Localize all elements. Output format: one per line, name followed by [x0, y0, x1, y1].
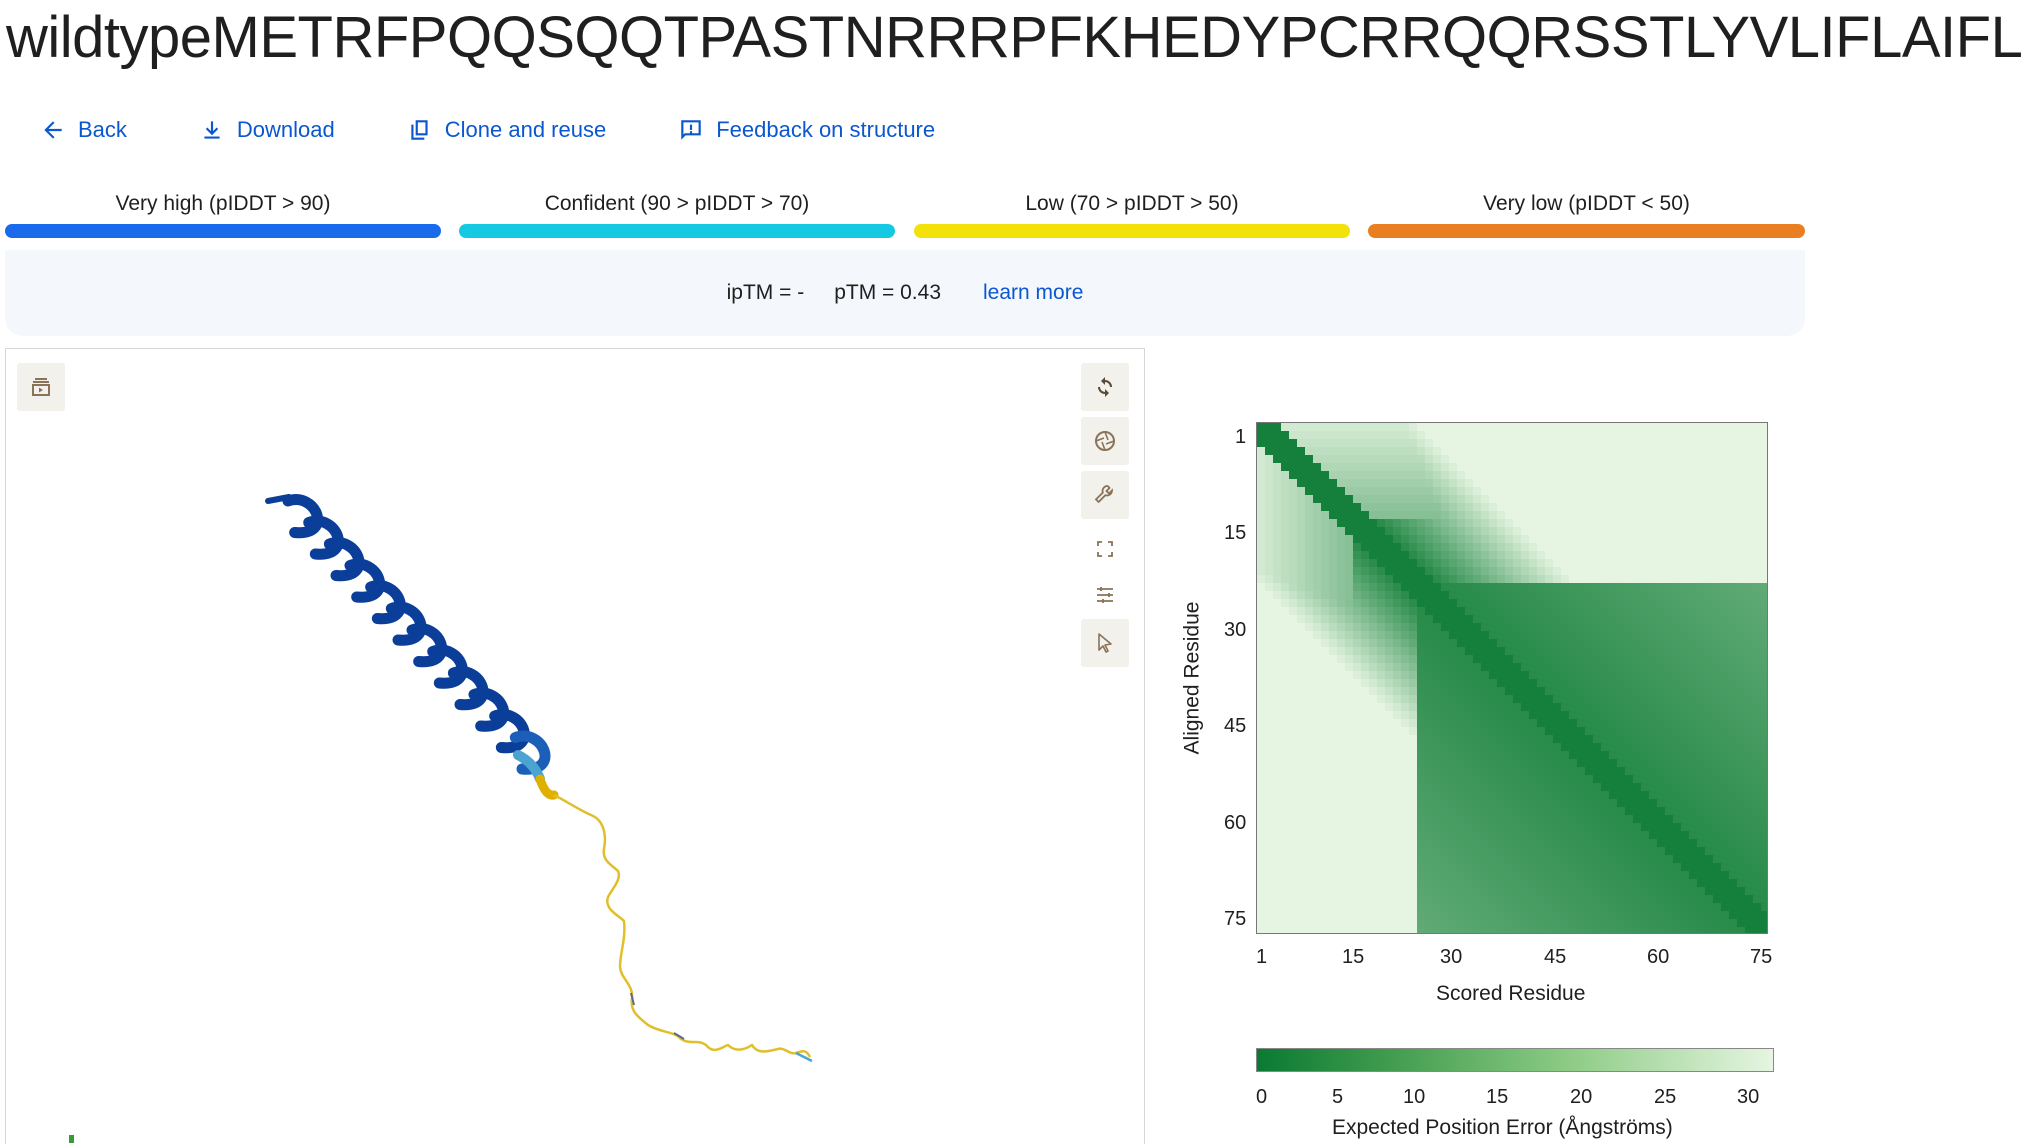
reset-view-button[interactable]: [1081, 363, 1129, 411]
colorbar-tick: 25: [1654, 1086, 1677, 1108]
clone-label: Clone and reuse: [444, 117, 607, 142]
legend-very-low: Very low (pIDDT < 50): [1368, 188, 1805, 240]
helix-turn: [489, 709, 530, 754]
cursor-icon: [1098, 633, 1112, 653]
camera-shutter-icon: [1095, 431, 1115, 451]
x-axis-label: Scored Residue: [1436, 982, 1586, 1005]
legend-label: Very low (pIDDT < 50): [1483, 192, 1690, 215]
x-tick: 60: [1647, 946, 1670, 968]
y-tick: 30: [1224, 619, 1247, 641]
x-tick: 45: [1544, 946, 1567, 968]
page-title: wildtypeMETRFPQQSQQTPASTNRRRPFKHEDYPCRRQ…: [6, 5, 2021, 70]
legend-very-high: Very high (pIDDT > 90): [5, 188, 441, 240]
feedback-icon: [681, 120, 701, 140]
legend-bar: [914, 224, 1350, 238]
download-button[interactable]: Download: [199, 110, 335, 150]
legend-label: Confident (90 > pIDDT > 70): [544, 192, 810, 215]
colorbar-tick: 10: [1403, 1086, 1426, 1108]
legend-bar: [1368, 224, 1805, 238]
y-tick: 45: [1224, 715, 1247, 737]
x-tick: 1: [1256, 946, 1268, 968]
ptm-score: pTM = 0.43: [834, 281, 941, 304]
helix-turn: [427, 644, 468, 689]
legend-bar: [459, 224, 895, 238]
plddt-legend: Very high (pIDDT > 90) Confident (90 > p…: [5, 188, 1806, 240]
sliders-icon: [1097, 587, 1113, 603]
y-tick: 60: [1224, 812, 1247, 834]
y-axis-label: Aligned Residue: [1180, 601, 1204, 755]
controls-button[interactable]: [1081, 571, 1129, 619]
colorbar-tick: 30: [1737, 1086, 1760, 1108]
pae-plot: 1 15 30 45 60 75 1 15 30 45 60 75 Scored…: [1160, 380, 2021, 1144]
helix-turn: [323, 537, 365, 582]
x-tick: 75: [1750, 946, 1773, 968]
y-tick: 1: [1235, 426, 1247, 448]
y-tick: 75: [1224, 908, 1247, 930]
colorbar-tick: 20: [1570, 1086, 1593, 1108]
helix-turn: [282, 494, 323, 539]
feedback-button[interactable]: Feedback on structure: [678, 110, 935, 150]
iptm-score: ipTM = -: [726, 281, 805, 304]
download-icon: [204, 121, 220, 139]
pae-colorbar: [1256, 1048, 1774, 1072]
screenshot-button[interactable]: [1081, 417, 1129, 465]
fullscreen-icon: [1097, 541, 1113, 557]
legend-label: Very high (pIDDT > 90): [115, 192, 331, 215]
x-tick: 15: [1342, 946, 1365, 968]
feedback-label: Feedback on structure: [716, 117, 936, 142]
y-tick: 15: [1224, 522, 1247, 544]
animation-button[interactable]: [17, 363, 65, 411]
legend-bar: [5, 224, 441, 238]
helix-turn: [344, 558, 385, 603]
colorbar-tick: 15: [1486, 1086, 1509, 1108]
colorbar-label: Expected Position Error (Ångströms): [1332, 1116, 1673, 1139]
arrow-left-icon: [44, 121, 62, 139]
back-label: Back: [78, 117, 127, 142]
helix-turn: [385, 601, 427, 646]
helix-turn: [447, 666, 489, 711]
x-tick: 30: [1440, 946, 1463, 968]
legend-low: Low (70 > pIDDT > 50): [914, 188, 1350, 240]
refresh-icon: [1098, 377, 1112, 397]
legend-confident: Confident (90 > pIDDT > 70): [459, 188, 895, 240]
colorbar-tick: 5: [1332, 1086, 1344, 1108]
legend-label: Low (70 > pIDDT > 50): [1025, 192, 1239, 215]
colorbar-tick: 0: [1256, 1086, 1268, 1108]
helix-turn: [303, 515, 344, 560]
helix-turn: [468, 687, 509, 732]
score-panel: ipTM = - pTM = 0.43 learn more: [5, 250, 1805, 336]
settings-button[interactable]: [1081, 471, 1129, 519]
fullscreen-button[interactable]: [1081, 525, 1129, 573]
download-label: Download: [236, 117, 335, 142]
back-button[interactable]: Back: [40, 110, 127, 150]
protein-structure[interactable]: [6, 349, 1146, 1144]
structure-viewer[interactable]: [5, 348, 1145, 1144]
copy-icon: [411, 120, 428, 140]
wrench-icon: [1094, 485, 1113, 504]
selection-mode-button[interactable]: [1081, 619, 1129, 667]
clone-button[interactable]: Clone and reuse: [407, 110, 606, 150]
helix-turn: [406, 623, 447, 668]
learn-more-link[interactable]: learn more: [983, 281, 1084, 304]
toolbar: Back Download Clone and reuse Feedback o…: [40, 110, 1007, 150]
film-icon: [32, 378, 50, 396]
helix-turn: [365, 580, 406, 625]
pae-heatmap[interactable]: [1256, 422, 1768, 934]
